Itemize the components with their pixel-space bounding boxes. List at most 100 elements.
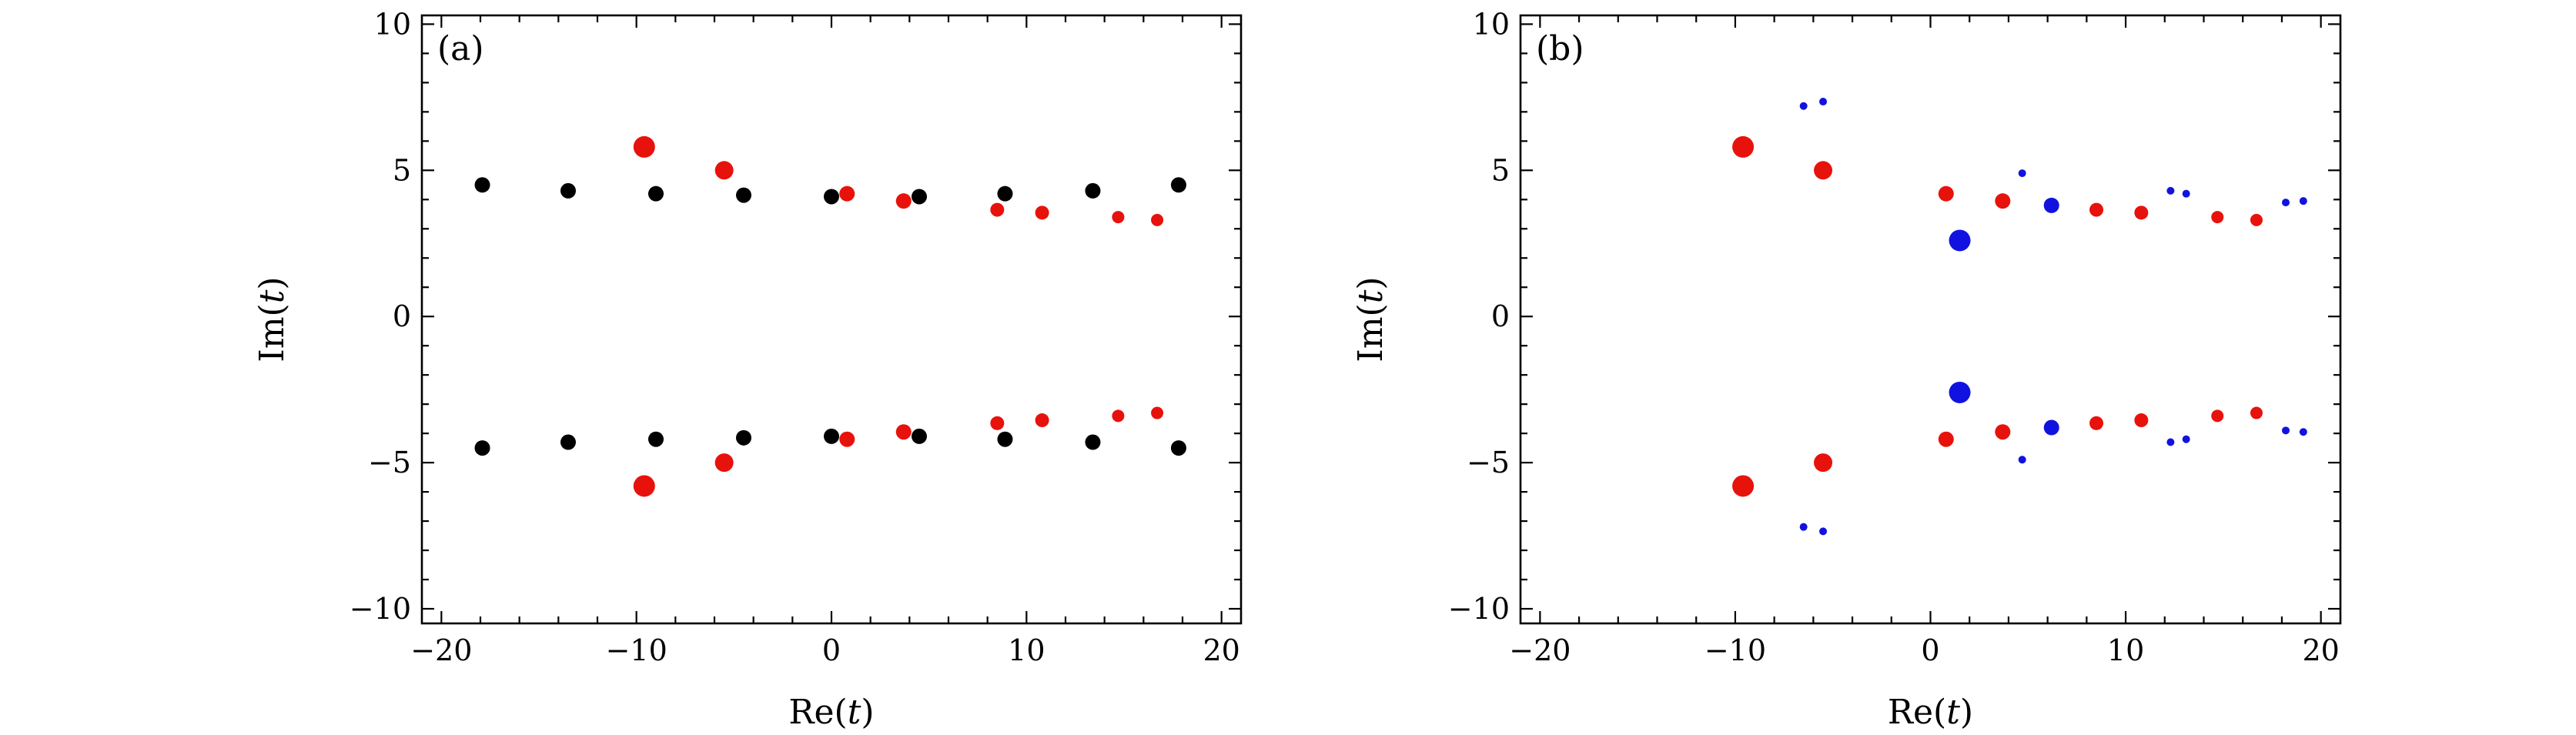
data-point (1995, 424, 2011, 440)
x-tick-label: −20 (1509, 633, 1571, 667)
plot-frame (420, 14, 1243, 625)
data-point (2211, 409, 2224, 423)
data-point (474, 177, 490, 193)
data-point (1035, 205, 1049, 220)
data-point (714, 453, 734, 473)
data-point (824, 428, 839, 444)
data-point (895, 424, 912, 440)
data-point (2018, 169, 2026, 178)
data-point (1170, 440, 1186, 456)
data-point (2182, 189, 2190, 198)
data-point (2250, 406, 2263, 419)
y-tick-label: −10 (1448, 592, 1510, 626)
data-point (2282, 426, 2290, 435)
x-tick-label: −10 (606, 633, 667, 667)
data-point (633, 135, 655, 158)
data-point (2134, 205, 2149, 220)
data-point (474, 440, 490, 456)
data-point (1814, 161, 1833, 180)
data-point (2166, 186, 2175, 195)
data-point (560, 182, 576, 199)
data-point (2182, 435, 2190, 443)
y-tick-label: 0 (1491, 299, 1510, 333)
series-0 (474, 177, 1186, 456)
plot-frame (1519, 14, 2342, 625)
data-point (2299, 197, 2307, 205)
data-point (1799, 102, 1808, 110)
data-point (1799, 523, 1808, 531)
y-axis-label: Im(t) (253, 276, 292, 362)
series-1 (633, 135, 1164, 497)
data-point (1819, 527, 1828, 536)
x-tick-label: 10 (1008, 633, 1045, 667)
data-point (997, 431, 1013, 447)
x-tick-label: 10 (2107, 633, 2144, 667)
x-tick-label: 0 (822, 633, 841, 667)
y-tick-label: −10 (350, 592, 411, 626)
data-point (1732, 135, 1755, 158)
data-point (648, 431, 664, 447)
data-point (2211, 211, 2224, 224)
data-point (714, 161, 734, 180)
data-point (1995, 193, 2011, 209)
y-axis-label: Im(t) (1351, 276, 1390, 362)
data-point (1814, 453, 1833, 473)
y-tick-label: 5 (393, 153, 411, 187)
y-tick-label: 5 (1491, 153, 1510, 187)
data-point (912, 189, 927, 205)
panel-b: −20 −10 0 10 20 −10 −5 0 5 10 Re(t) Im(t) (b) (1351, 7, 2342, 732)
x-tick-label: 0 (1921, 633, 1939, 667)
data-point (736, 187, 751, 203)
data-point (1938, 431, 1954, 447)
data-point (990, 416, 1005, 430)
data-point (2089, 202, 2104, 217)
x-axis-label: Re(t) (1888, 693, 1973, 732)
data-point (1151, 406, 1164, 419)
panel-label: (b) (1536, 29, 1584, 68)
data-point (2166, 438, 2175, 446)
data-point (997, 185, 1013, 202)
data-point (1035, 413, 1049, 428)
data-point (1112, 211, 1125, 224)
y-tick-label: −5 (368, 446, 411, 479)
y-tick-label: 10 (1473, 7, 1510, 41)
data-point (1732, 475, 1755, 497)
data-point (560, 434, 576, 450)
x-tick-label: −20 (410, 633, 472, 667)
series-1 (1799, 98, 2307, 536)
data-point (1170, 177, 1186, 193)
data-point (736, 429, 751, 446)
data-point (2134, 413, 2149, 428)
data-point (633, 475, 655, 497)
data-point (1085, 182, 1101, 199)
data-point (1151, 213, 1164, 226)
series-0 (1732, 135, 2263, 497)
data-point (1085, 434, 1101, 450)
data-point (648, 185, 664, 202)
data-point (912, 428, 927, 444)
data-point (2043, 419, 2059, 436)
panel-label: (a) (437, 29, 484, 68)
data-point (839, 185, 855, 202)
panel-a: −20 −10 0 10 20 −10 −5 0 5 10 Re(t) Im(t) (a) (253, 7, 1243, 732)
data-point (895, 193, 912, 209)
x-tick-label: 20 (1203, 633, 1239, 667)
data-point (2282, 199, 2290, 207)
data-point (1112, 409, 1125, 423)
data-point (1938, 185, 1954, 202)
data-point (824, 189, 839, 205)
y-tick-label: 10 (374, 7, 411, 41)
data-point (2089, 416, 2104, 430)
data-point (2043, 197, 2059, 213)
y-tick-label: −5 (1467, 446, 1510, 479)
x-axis-label: Re(t) (788, 693, 874, 732)
x-tick-label: 20 (2302, 633, 2339, 667)
data-point (839, 431, 855, 447)
data-point (1949, 229, 1971, 252)
data-point (2299, 428, 2307, 436)
data-point (2018, 456, 2026, 464)
data-point (1819, 98, 1828, 106)
data-point (990, 202, 1005, 217)
data-point (1949, 381, 1971, 403)
